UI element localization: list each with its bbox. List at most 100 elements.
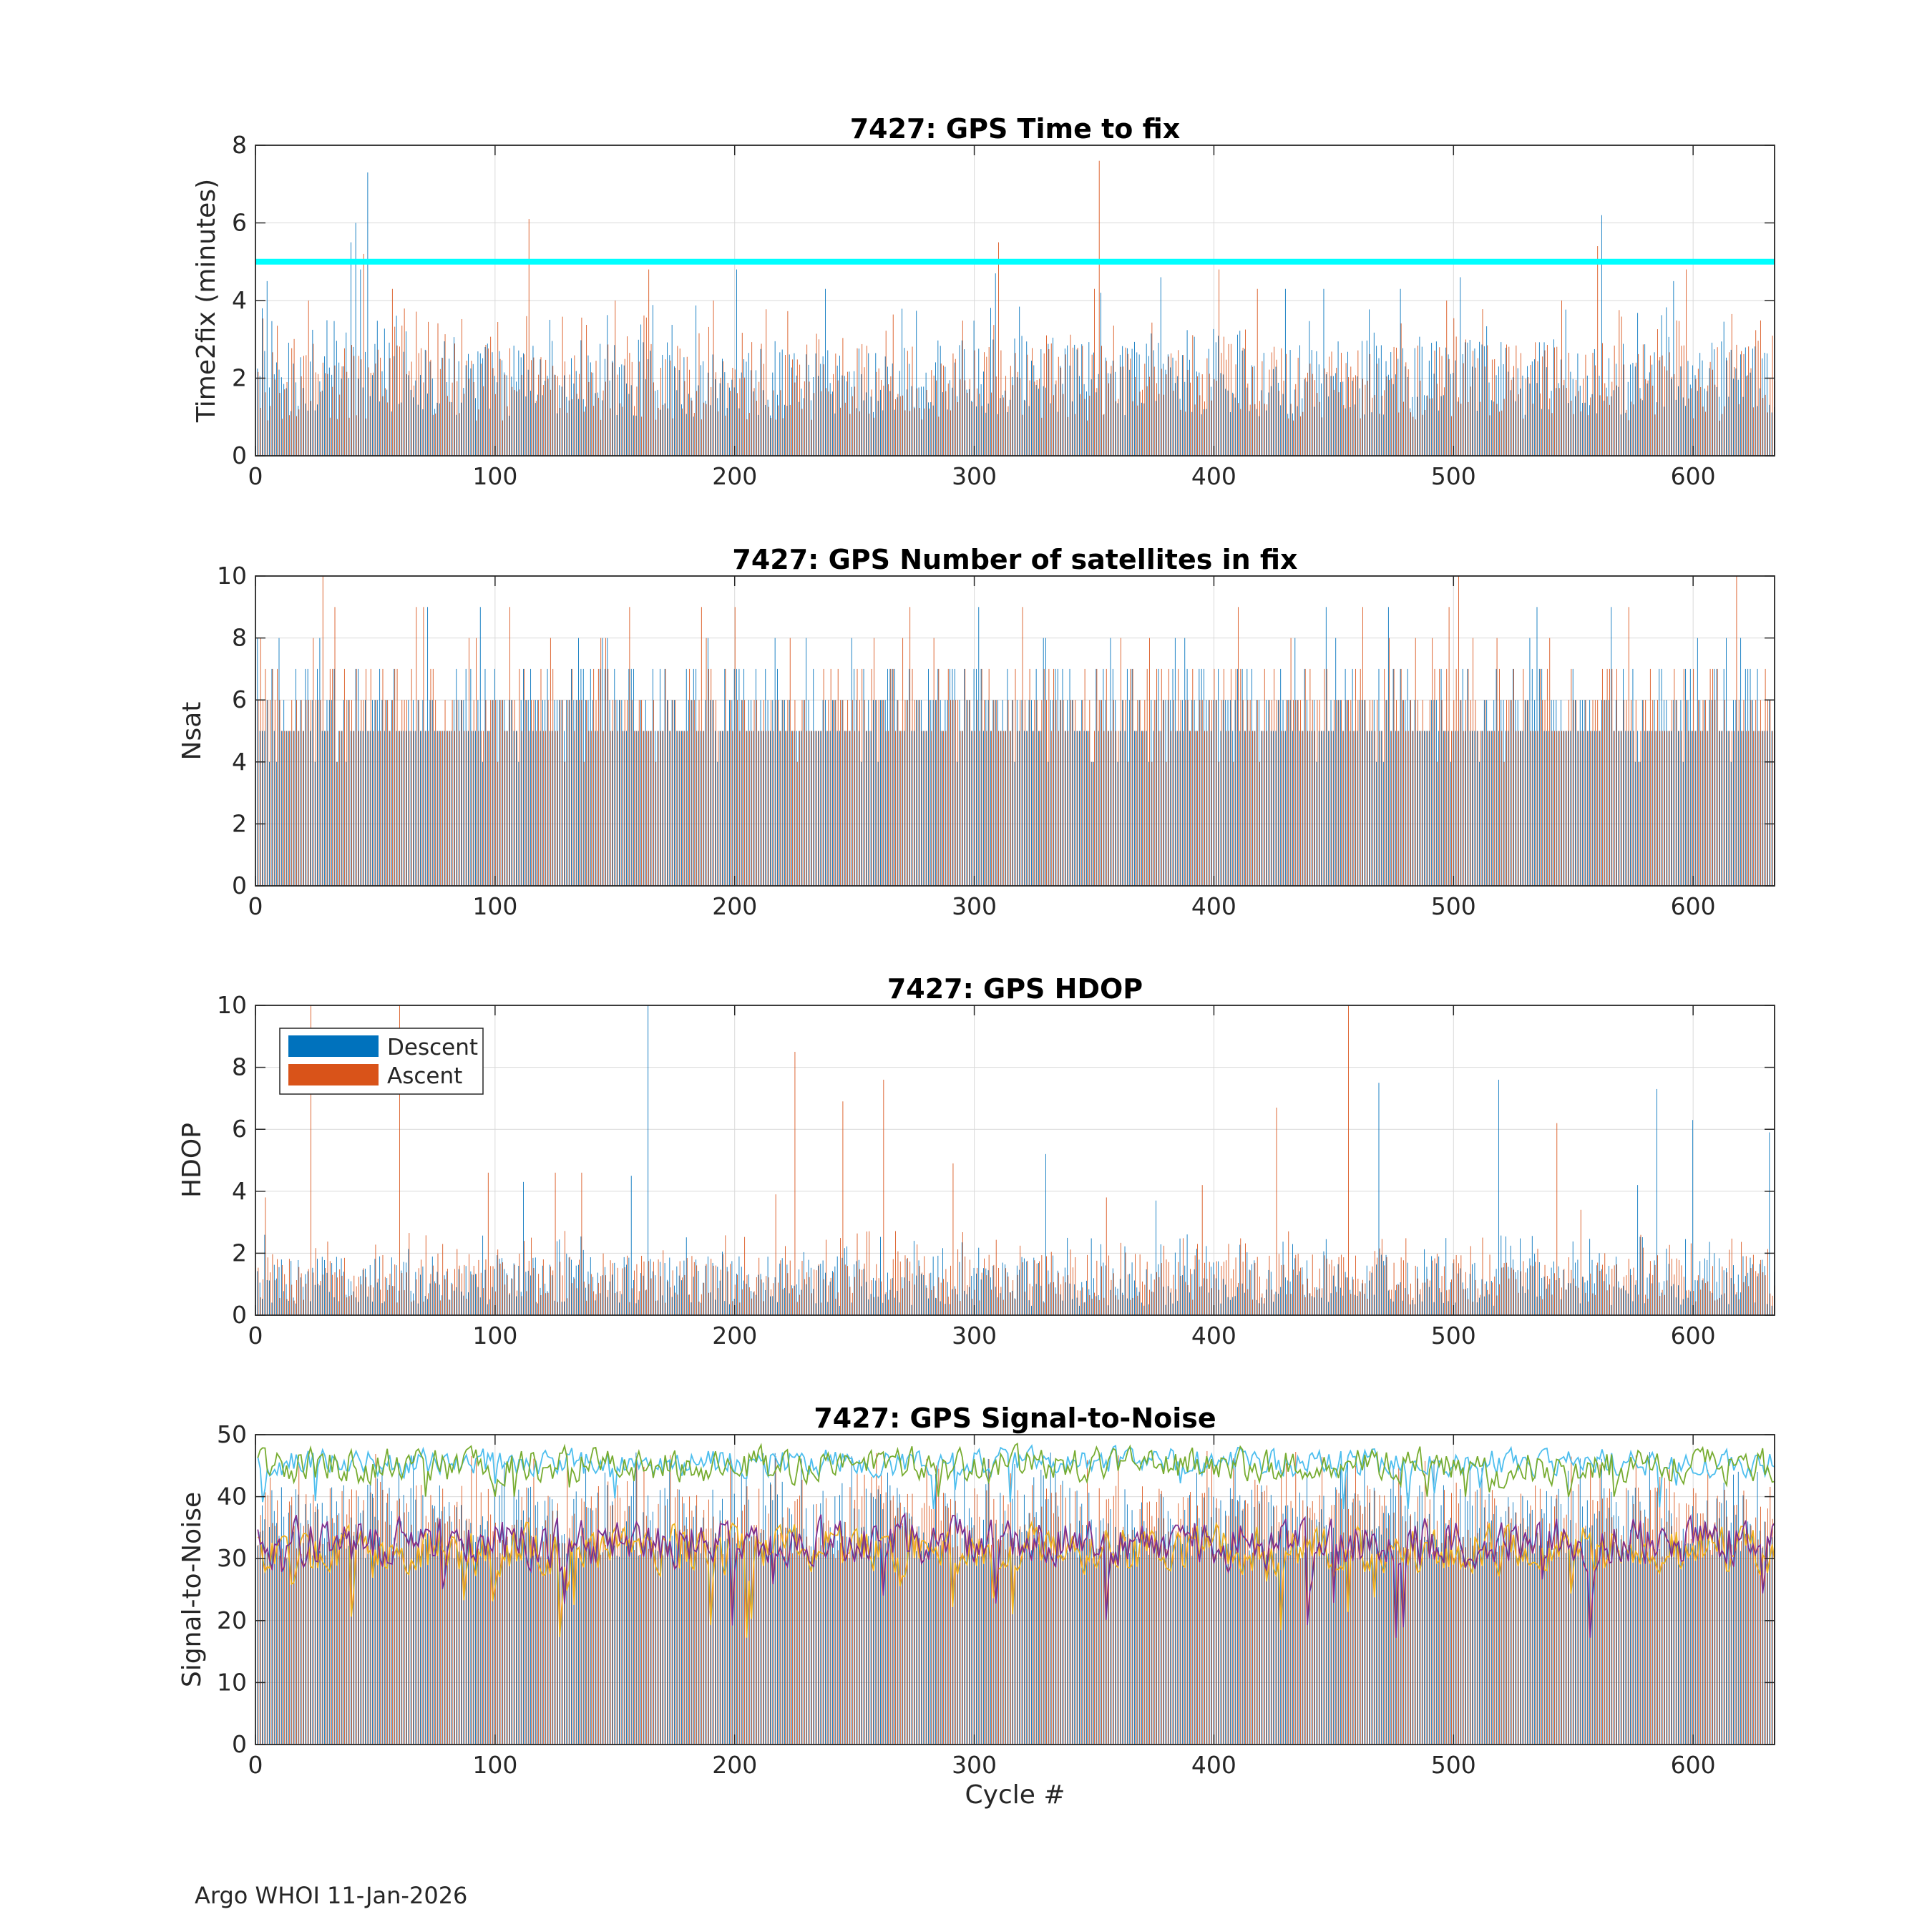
hdop-ascent-bar [979, 1300, 980, 1315]
nsat-ascent-bar [1043, 668, 1045, 886]
snr-ascent-bar [1039, 1532, 1040, 1745]
time2fix-ascent-bar [1709, 361, 1711, 456]
hdop-ascent-bar [1395, 1284, 1397, 1315]
snr-descent-bar [1335, 1487, 1337, 1745]
snr-ascent-bar [904, 1527, 906, 1745]
nsat-ascent-bar [1053, 668, 1055, 886]
time2fix-descent-bar [968, 389, 970, 456]
hdop-ascent-bar [1403, 1260, 1404, 1315]
time2fix-ascent-bar [1455, 336, 1457, 456]
hdop-descent-bar [1239, 1244, 1241, 1315]
hdop-descent-bar [1673, 1284, 1674, 1315]
time2fix-descent-bar [669, 355, 670, 456]
snr-ascent-bar [555, 1544, 556, 1745]
snr-descent-bar [932, 1528, 934, 1745]
time2fix-ascent-bar [298, 409, 300, 456]
nsat-ascent-bar [849, 731, 851, 886]
snr-descent-bar [1143, 1521, 1145, 1745]
snr-ascent-bar [552, 1511, 554, 1745]
nsat-descent-bar [1191, 700, 1193, 886]
snr-descent-bar [1023, 1494, 1025, 1745]
nsat-ascent-bar [909, 607, 911, 886]
time2fix-ascent-bar [1604, 383, 1606, 456]
snr-descent-bar [1750, 1523, 1751, 1745]
hdop-ascent-bar [1657, 1255, 1658, 1315]
time2fix-ascent-bar [447, 396, 448, 456]
nsat-ascent-bar [1535, 731, 1536, 886]
snr-descent-bar [1222, 1542, 1224, 1745]
hdop-descent-bar [1191, 1274, 1193, 1315]
hdop-descent-bar [1536, 1297, 1538, 1315]
nsat-ascent-bar [897, 700, 899, 886]
hdop-ascent-bar [1103, 1297, 1105, 1315]
nsat-ascent-bar [1669, 731, 1670, 886]
time2fix-descent-bar [1289, 350, 1291, 456]
hdop-ascent-bar [1568, 1257, 1569, 1315]
nsat-descent-bar [559, 700, 560, 886]
hdop-descent-bar [1234, 1296, 1236, 1315]
time2fix-ascent-bar [1302, 411, 1304, 456]
time2fix-ascent-bar [1309, 364, 1311, 456]
snr-descent-bar [571, 1543, 572, 1745]
hdop-descent-bar [1649, 1273, 1650, 1315]
time2fix-ascent-bar [1166, 374, 1167, 456]
y-axis-label: HDOP [177, 1123, 207, 1198]
snr-descent-bar [1704, 1520, 1705, 1745]
nsat-ascent-bar [1458, 576, 1459, 886]
nsat-descent-bar [983, 731, 984, 886]
nsat-ascent-bar [1101, 700, 1102, 886]
hdop-ascent-bar [387, 1289, 389, 1315]
snr-descent-bar [1649, 1452, 1650, 1745]
time2fix-ascent-bar [883, 385, 884, 456]
nsat-ascent-bar [801, 700, 803, 886]
time2fix-ascent-bar [1446, 301, 1448, 456]
snr-descent-bar [434, 1506, 436, 1745]
hdop-descent-bar [1594, 1283, 1595, 1315]
hdop-ascent-bar [1700, 1289, 1702, 1315]
snr-descent-bar [693, 1516, 694, 1745]
snr-ascent-bar [945, 1506, 947, 1745]
hdop-ascent-bar [579, 1259, 580, 1315]
snr-descent-bar [1119, 1537, 1121, 1745]
time2fix-descent-bar [422, 409, 424, 456]
snr-ascent-bar [1111, 1553, 1112, 1745]
nsat-descent-bar [889, 668, 891, 886]
nsat-ascent-bar [1163, 700, 1165, 886]
nsat-ascent-bar [348, 700, 350, 886]
nsat-ascent-bar [809, 731, 810, 886]
snr-descent-bar [429, 1553, 431, 1745]
nsat-ascent-bar [579, 700, 580, 886]
hdop-descent-bar [1347, 1277, 1348, 1315]
nsat-ascent-bar [828, 700, 829, 886]
nsat-descent-bar [273, 731, 275, 886]
time2fix-descent-bar [681, 404, 682, 456]
snr-ascent-bar [852, 1553, 853, 1745]
snr-descent-bar [676, 1534, 678, 1745]
hdop-ascent-bar [298, 1267, 300, 1315]
time2fix-descent-bar [436, 402, 438, 456]
time2fix-ascent-bar [857, 348, 858, 456]
nsat-ascent-bar [847, 700, 849, 886]
hdop-ascent-bar [1494, 1277, 1496, 1315]
time2fix-descent-bar [1747, 375, 1749, 456]
nsat-descent-bar [1387, 607, 1389, 886]
hdop-ascent-bar [1091, 1298, 1093, 1315]
snr-ascent-bar [528, 1517, 530, 1745]
time2fix-descent-bar [564, 375, 565, 456]
nsat-descent-bar [942, 731, 943, 886]
time2fix-ascent-bar [993, 325, 995, 456]
nsat-ascent-bar [763, 700, 764, 886]
nsat-descent-bar [1016, 700, 1018, 886]
nsat-descent-bar [1040, 731, 1042, 886]
time2fix-descent-bar [746, 361, 747, 456]
hdop-descent-bar [920, 1274, 922, 1315]
hdop-ascent-bar [636, 1264, 638, 1315]
snr-ascent-bar [1063, 1556, 1064, 1745]
hdop-ascent-bar [653, 1262, 654, 1315]
snr-descent-bar [1575, 1545, 1576, 1745]
time2fix-descent-bar [836, 365, 838, 456]
nsat-ascent-bar [401, 700, 403, 886]
nsat-ascent-bar [499, 700, 501, 886]
nsat-ascent-bar [303, 731, 304, 886]
